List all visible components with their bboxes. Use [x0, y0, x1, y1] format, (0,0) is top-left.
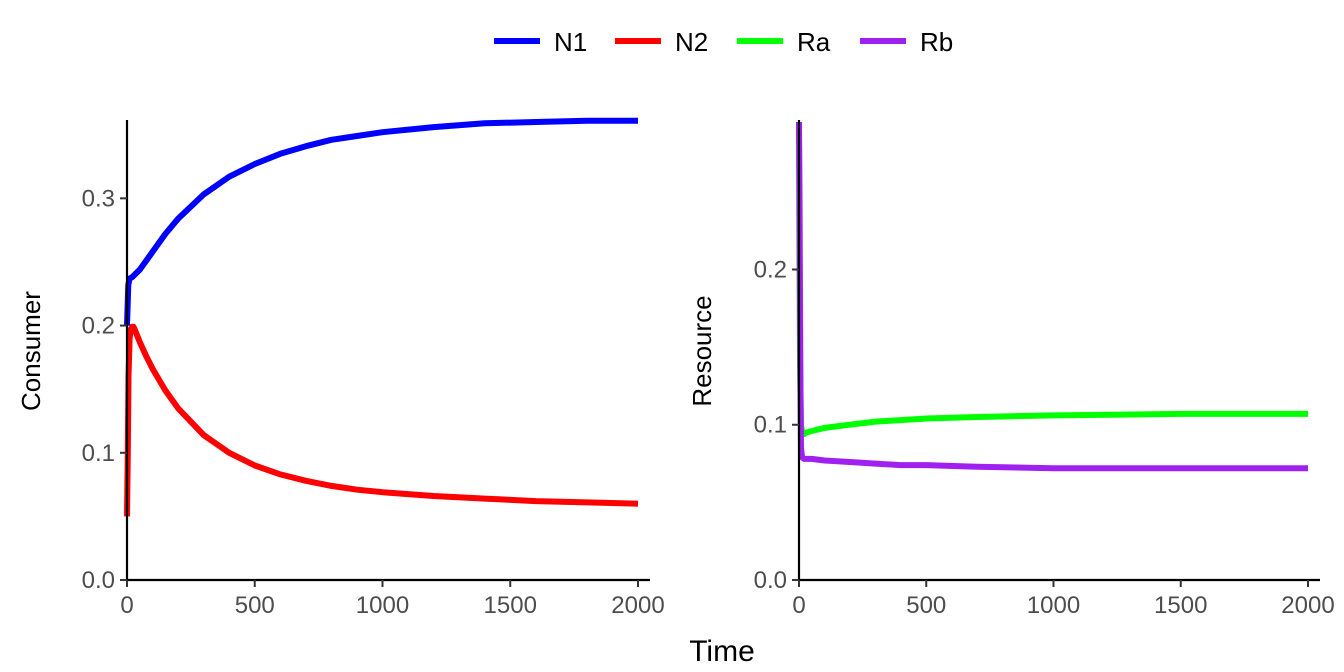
x-tick-label: 2000: [611, 592, 664, 619]
legend-label-n1: N1: [554, 27, 587, 57]
series-line-n1: [124, 117, 638, 326]
y-tick-label: 0.3: [82, 185, 115, 212]
y-tick-label: 0.0: [754, 567, 787, 594]
series-line-rb: [796, 121, 1308, 472]
legend-label-n2: N2: [675, 27, 708, 57]
resource-panel: 0 500 1000 1500 2000 0.0 0.1 0.2 Resource: [687, 120, 1335, 619]
y-tick-label: 0.0: [82, 567, 115, 594]
series-line-n2: [124, 323, 639, 517]
x-tick-label: 0: [120, 592, 133, 619]
x-tick-label: 1500: [1154, 592, 1207, 619]
x-tick-label: 1000: [1027, 592, 1080, 619]
y-axis-title: Consumer: [16, 291, 46, 411]
y-axis-title: Resource: [687, 295, 717, 406]
x-tick-label: 500: [906, 592, 946, 619]
series-line-ra: [796, 129, 1308, 438]
x-axis-title: Time: [689, 635, 755, 668]
y-tick-label: 0.2: [82, 313, 115, 340]
x-tick-label: 500: [235, 592, 275, 619]
legend-label-ra: Ra: [797, 27, 831, 57]
y-tick-label: 0.1: [82, 440, 115, 467]
y-tick-label: 0.2: [754, 256, 787, 283]
x-tick-label: 1000: [356, 592, 409, 619]
legend: N1 N2 Ra Rb: [494, 27, 953, 57]
legend-label-rb: Rb: [920, 27, 953, 57]
x-tick-label: 0: [792, 592, 805, 619]
y-tick-label: 0.1: [754, 412, 787, 439]
x-tick-label: 2000: [1281, 592, 1334, 619]
x-tick-label: 1500: [484, 592, 537, 619]
consumer-panel: 0 500 1000 1500 2000 0.0 0.1 0.2 0.3 Consumer: [16, 117, 665, 619]
